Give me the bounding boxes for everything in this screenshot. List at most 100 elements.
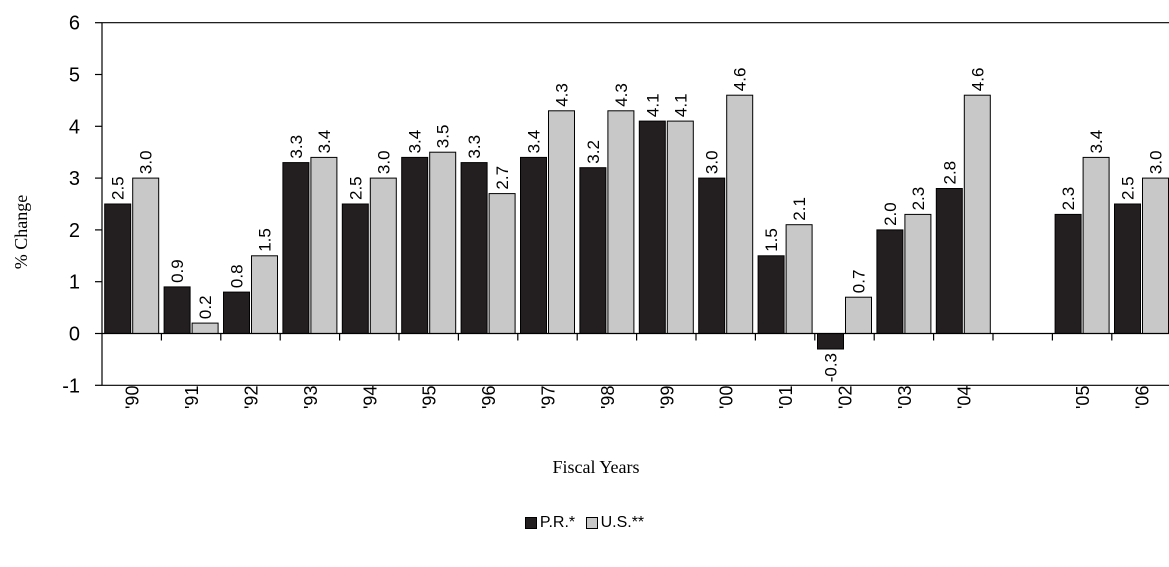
value-label-us-7: 4.3 <box>553 83 572 107</box>
bar-pr-0 <box>104 203 132 334</box>
value-label-pr-17: 2.5 <box>1119 176 1138 200</box>
value-label-us-14: 4.6 <box>968 68 987 92</box>
legend-swatch-us <box>585 517 598 529</box>
x-tick-label-0: '90 <box>123 386 143 409</box>
x-tick-label-3: '93 <box>301 386 321 409</box>
axes-layer: '90 '91 '92 '93 '94 '95 '96 '97 '98 '99 '00 '01 '02 '… <box>62 13 1169 409</box>
y-tick-label-0: -1 <box>62 375 80 397</box>
value-label-pr-4: 2.5 <box>346 176 365 200</box>
value-label-pr-7: 3.4 <box>525 130 544 154</box>
value-label-us-9: 4.1 <box>671 93 690 117</box>
legend: P.R.* U.S.** <box>0 514 1169 534</box>
bar-us-12 <box>845 296 872 335</box>
value-label-us-16: 3.4 <box>1087 130 1106 154</box>
bar-us-13 <box>904 213 932 334</box>
x-tick-label-5: '95 <box>420 386 440 409</box>
value-label-us-12: 0.7 <box>850 270 869 294</box>
bar-pr-2 <box>223 291 250 335</box>
value-labels-layer: 2.5 3.0 0.9 0.2 0.8 1.5 3.3 3.4 2.5 3.0 3.4 3.5 3.3 2… <box>109 68 1166 383</box>
value-label-us-11: 2.1 <box>790 197 809 221</box>
x-tick-label-16: '05 <box>1073 386 1093 409</box>
value-label-pr-8: 3.2 <box>584 140 603 164</box>
y-axis-title: % Change <box>11 195 31 269</box>
y-tick-label-6: 5 <box>69 65 80 87</box>
bar-us-6 <box>488 193 516 334</box>
value-label-us-2: 1.5 <box>256 228 275 252</box>
legend-label-pr: P.R.* <box>539 514 576 531</box>
bar-pr-12 <box>817 333 844 350</box>
y-tick-label-7: 6 <box>69 13 80 35</box>
bar-us-7 <box>548 110 575 334</box>
bar-us-2 <box>251 255 278 334</box>
value-label-pr-3: 3.3 <box>287 135 306 159</box>
y-tick-label-1: 0 <box>69 324 80 346</box>
value-label-us-17: 3.0 <box>1147 150 1166 174</box>
bar-us-17 <box>1142 177 1169 334</box>
bar-us-4 <box>369 177 397 334</box>
value-label-us-0: 3.0 <box>137 150 156 174</box>
value-label-pr-9: 4.1 <box>643 93 662 117</box>
bar-pr-1 <box>163 286 191 334</box>
bar-us-9 <box>666 120 694 334</box>
x-tick-label-8: '98 <box>598 386 618 409</box>
value-label-us-5: 3.5 <box>434 125 453 149</box>
value-label-pr-6: 3.3 <box>465 135 484 159</box>
bar-pr-11 <box>757 255 785 334</box>
bar-us-11 <box>785 224 813 334</box>
bar-us-16 <box>1082 156 1110 334</box>
bar-pr-4 <box>341 203 369 334</box>
legend-item-us: U.S.** <box>585 514 645 532</box>
value-label-pr-5: 3.4 <box>406 130 425 154</box>
bar-pr-13 <box>876 229 904 334</box>
x-axis-title: Fiscal Years <box>552 457 639 477</box>
bar-pr-6 <box>460 162 488 334</box>
x-tick-label-17: '06 <box>1133 386 1153 409</box>
value-label-pr-1: 0.9 <box>168 259 187 283</box>
bar-pr-7 <box>520 156 547 334</box>
x-tick-label-13: '03 <box>895 386 915 409</box>
x-tick-label-6: '96 <box>479 386 499 409</box>
bar-pr-9 <box>638 120 666 334</box>
bar-pr-16 <box>1054 213 1082 334</box>
value-label-pr-11: 1.5 <box>762 228 781 252</box>
bar-us-1 <box>191 322 219 335</box>
value-label-pr-2: 0.8 <box>228 264 247 288</box>
value-label-us-8: 4.3 <box>612 83 631 107</box>
y-tick-label-3: 2 <box>69 220 80 242</box>
y-tick-label-2: 1 <box>69 272 80 294</box>
legend-label-us: U.S.** <box>600 514 645 531</box>
bars-layer <box>104 94 1169 350</box>
value-label-us-1: 0.2 <box>196 295 215 319</box>
x-tick-label-11: '01 <box>776 386 796 409</box>
bar-us-14 <box>963 94 991 334</box>
bar-pr-14 <box>935 188 963 334</box>
value-label-us-10: 4.6 <box>731 68 750 92</box>
value-label-us-3: 3.4 <box>315 130 334 154</box>
bar-us-5 <box>429 151 457 334</box>
x-tick-label-9: '99 <box>657 386 677 409</box>
value-label-pr-0: 2.5 <box>109 176 128 200</box>
bar-pr-17 <box>1114 203 1141 334</box>
y-tick-label-4: 3 <box>69 168 80 190</box>
bar-us-10 <box>726 94 754 334</box>
bar-pr-5 <box>401 156 429 334</box>
value-label-pr-10: 3.0 <box>703 150 722 174</box>
value-label-us-4: 3.0 <box>374 150 393 174</box>
y-tick-label-5: 4 <box>69 116 80 138</box>
x-tick-label-4: '94 <box>360 386 380 409</box>
value-label-pr-16: 2.3 <box>1059 187 1078 211</box>
x-tick-label-2: '92 <box>242 386 262 409</box>
x-tick-label-10: '00 <box>717 386 737 409</box>
value-label-pr-14: 2.8 <box>940 161 959 185</box>
x-tick-label-12: '02 <box>836 386 856 409</box>
bar-pr-10 <box>698 177 726 334</box>
x-tick-label-7: '97 <box>539 386 559 409</box>
bar-us-8 <box>607 110 635 334</box>
legend-item-pr: P.R.* <box>524 514 576 532</box>
value-label-pr-13: 2.0 <box>881 202 900 226</box>
bar-us-0 <box>132 177 160 334</box>
bar-us-3 <box>310 156 338 334</box>
value-label-us-6: 2.7 <box>493 166 512 190</box>
bar-pr-8 <box>579 167 607 334</box>
